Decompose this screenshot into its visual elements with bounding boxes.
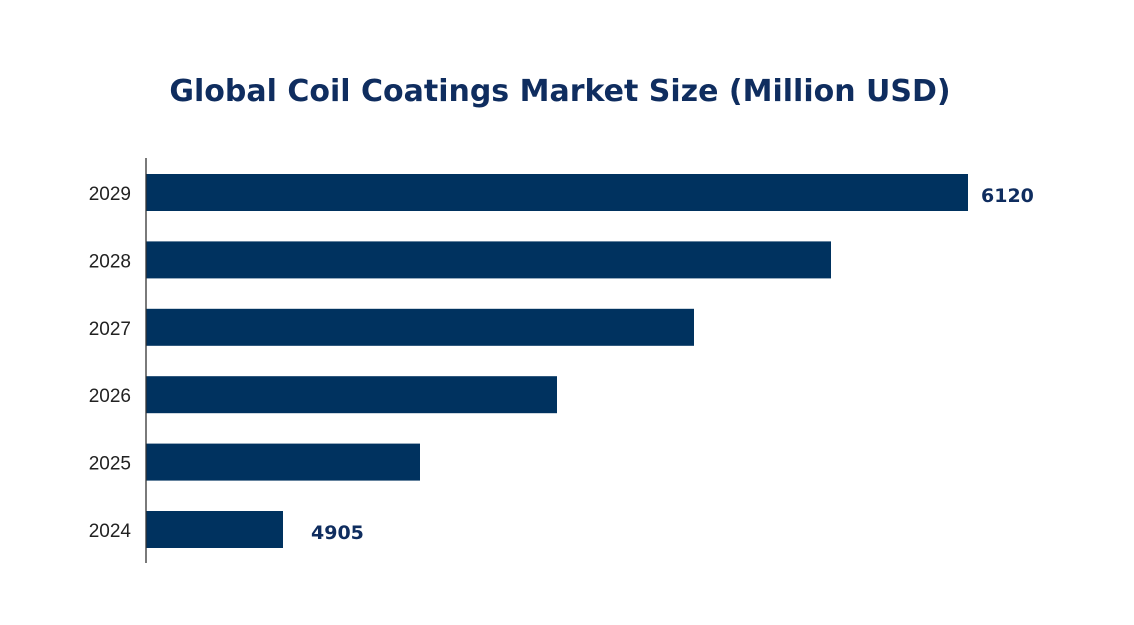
- data-label: 4905: [311, 522, 364, 544]
- chart-title: Global Coil Coatings Market Size (Millio…: [169, 74, 951, 109]
- bar-2027: [146, 308, 694, 346]
- y-tick-label: 2028: [89, 251, 131, 272]
- y-tick-label: 2026: [89, 386, 131, 407]
- y-tick-label: 2027: [89, 319, 131, 340]
- bar-2024: [146, 511, 283, 548]
- bar-2025: [146, 443, 420, 481]
- bar-2028: [146, 241, 831, 279]
- y-tick-label: 2024: [89, 521, 132, 542]
- bar-2026: [146, 376, 557, 414]
- y-tick-label: 2025: [89, 454, 131, 475]
- y-tick-label: 2029: [89, 184, 131, 205]
- bar-2029: [146, 174, 968, 211]
- data-label: 6120: [981, 185, 1034, 207]
